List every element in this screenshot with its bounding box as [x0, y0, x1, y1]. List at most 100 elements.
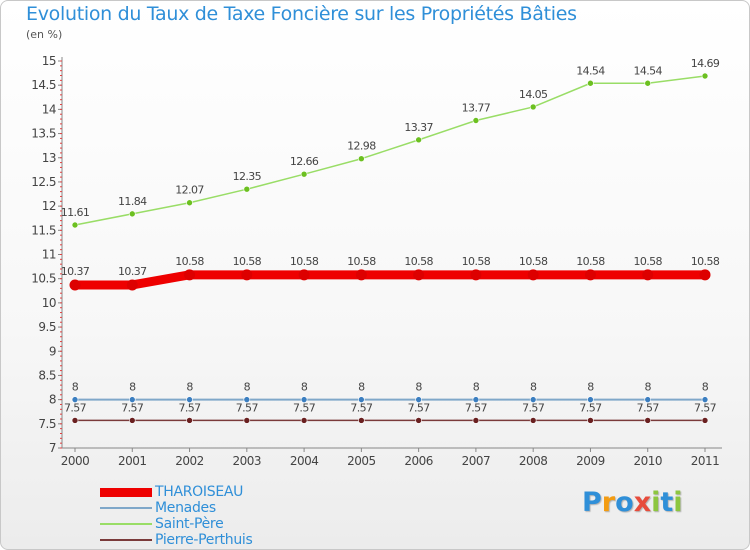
data-label-saint-p-re: 11.61: [61, 206, 90, 219]
legend: THAROISEAU Menades Saint-Père Pierre-Perthu…: [100, 484, 300, 548]
x-tick-label: 2009: [576, 454, 605, 468]
y-tick-label: 14.5: [31, 78, 56, 92]
data-point-saint-p-re: [186, 199, 193, 207]
y-tick-label: 11.5: [31, 223, 56, 237]
x-tick-label: 2002: [175, 454, 204, 468]
x-tick-label: 2000: [61, 454, 90, 468]
y-tick-label: 7.5: [38, 417, 56, 431]
logo-letter: x: [633, 487, 652, 518]
data-point-tharoiseau: [69, 279, 81, 291]
x-tick-label: 2007: [462, 454, 491, 468]
x-tick-label: 2008: [519, 454, 548, 468]
data-label-menades: 8: [244, 381, 251, 394]
y-tick-label: 9: [49, 344, 56, 358]
data-label-menades: 8: [645, 381, 652, 394]
data-label-pierre-perthuis: 7.57: [522, 401, 545, 414]
data-label-pierre-perthuis: 7.57: [579, 401, 602, 414]
chart-title: Evolution du Taux de Taxe Foncière sur l…: [26, 3, 577, 25]
data-label-saint-p-re: 14.54: [633, 64, 662, 77]
data-point-menades: [243, 396, 251, 403]
legend-label-saint-p-re: Saint-Père: [155, 516, 224, 532]
data-point-saint-p-re: [128, 210, 136, 218]
data-label-tharoiseau: 10.58: [404, 255, 433, 268]
data-point-pierre-perthuis: [701, 417, 709, 424]
logo-letter: o: [615, 487, 634, 518]
data-label-saint-p-re: 12.98: [347, 140, 376, 153]
data-label-saint-p-re: 12.07: [175, 184, 204, 197]
data-label-menades: 8: [530, 381, 537, 394]
y-tick-label: 11: [42, 248, 56, 262]
legend-item-menades: Menades: [100, 500, 300, 516]
data-label-menades: 8: [473, 381, 480, 394]
data-point-tharoiseau: [298, 269, 310, 281]
data-label-saint-p-re: 12.35: [233, 170, 262, 183]
data-label-saint-p-re: 13.77: [462, 102, 491, 115]
y-tick-label: 15: [42, 54, 56, 68]
legend-label-pierre-perthuis: Pierre-Perthuis: [155, 532, 253, 548]
data-point-saint-p-re: [701, 72, 709, 80]
data-label-saint-p-re: 14.54: [576, 64, 605, 77]
data-point-pierre-perthuis: [243, 417, 251, 424]
data-point-tharoiseau: [527, 269, 539, 281]
data-point-tharoiseau: [642, 269, 654, 281]
x-tick-label: 2003: [233, 454, 262, 468]
data-point-pierre-perthuis: [644, 417, 652, 424]
data-point-saint-p-re: [415, 136, 422, 144]
data-label-pierre-perthuis: 7.57: [236, 401, 259, 414]
legend-item-saint-p-re: Saint-Père: [100, 516, 300, 532]
data-point-saint-p-re: [243, 185, 251, 193]
x-tick-label: 2006: [404, 454, 433, 468]
data-point-tharoiseau: [584, 269, 596, 281]
data-point-menades: [701, 396, 709, 403]
data-label-tharoiseau: 10.58: [347, 255, 376, 268]
data-point-menades: [472, 396, 480, 403]
data-point-menades: [71, 396, 79, 403]
data-point-saint-p-re: [300, 170, 308, 178]
series-line-tharoiseau: [70, 270, 710, 290]
data-label-saint-p-re: 13.37: [404, 121, 433, 134]
data-point-pierre-perthuis: [186, 417, 193, 424]
data-point-menades: [415, 396, 422, 403]
y-tick-label: 10.5: [31, 272, 56, 286]
y-tick-label: 8.5: [38, 368, 56, 382]
y-tick-label: 7: [49, 441, 56, 455]
data-point-menades: [186, 396, 193, 403]
data-label-pierre-perthuis: 7.57: [64, 401, 87, 414]
y-tick-label: 8: [49, 393, 56, 407]
data-label-tharoiseau: 10.37: [61, 265, 90, 278]
data-point-menades: [358, 396, 365, 403]
logo-letter: P: [582, 487, 602, 518]
data-label-menades: 8: [415, 381, 422, 394]
legend-label-tharoiseau: THAROISEAU: [155, 484, 244, 500]
data-point-tharoiseau: [470, 269, 482, 281]
data-label-pierre-perthuis: 7.57: [178, 401, 201, 414]
data-point-pierre-perthuis: [71, 417, 79, 424]
series-line-saint-p-re: [74, 75, 706, 226]
data-point-tharoiseau: [241, 269, 253, 281]
data-point-saint-p-re: [358, 155, 365, 163]
data-point-tharoiseau: [184, 269, 196, 281]
legend-swatch-pierre-perthuis: [100, 539, 152, 541]
data-point-pierre-perthuis: [472, 417, 480, 424]
y-tick-label: 13.5: [31, 127, 56, 141]
data-label-menades: 8: [186, 381, 193, 394]
logo-letter: i: [673, 487, 683, 518]
data-point-pierre-perthuis: [415, 417, 422, 424]
proxiti-logo: Proxiti: [582, 487, 683, 518]
data-label-pierre-perthuis: 7.57: [465, 401, 488, 414]
logo-letter: t: [660, 487, 674, 518]
y-tick-label: 14: [42, 102, 56, 116]
data-point-tharoiseau: [355, 269, 367, 281]
data-label-pierre-perthuis: 7.57: [694, 401, 717, 414]
data-label-saint-p-re: 12.66: [290, 155, 319, 168]
data-label-menades: 8: [72, 381, 79, 394]
x-tick-label: 2011: [691, 454, 720, 468]
y-tick-label: 12: [42, 199, 56, 213]
data-label-tharoiseau: 10.58: [290, 255, 319, 268]
data-label-tharoiseau: 10.58: [233, 255, 262, 268]
data-point-menades: [128, 396, 136, 403]
legend-swatch-tharoiseau: [100, 487, 152, 497]
data-label-tharoiseau: 10.58: [175, 255, 204, 268]
legend-label-menades: Menades: [155, 500, 216, 516]
